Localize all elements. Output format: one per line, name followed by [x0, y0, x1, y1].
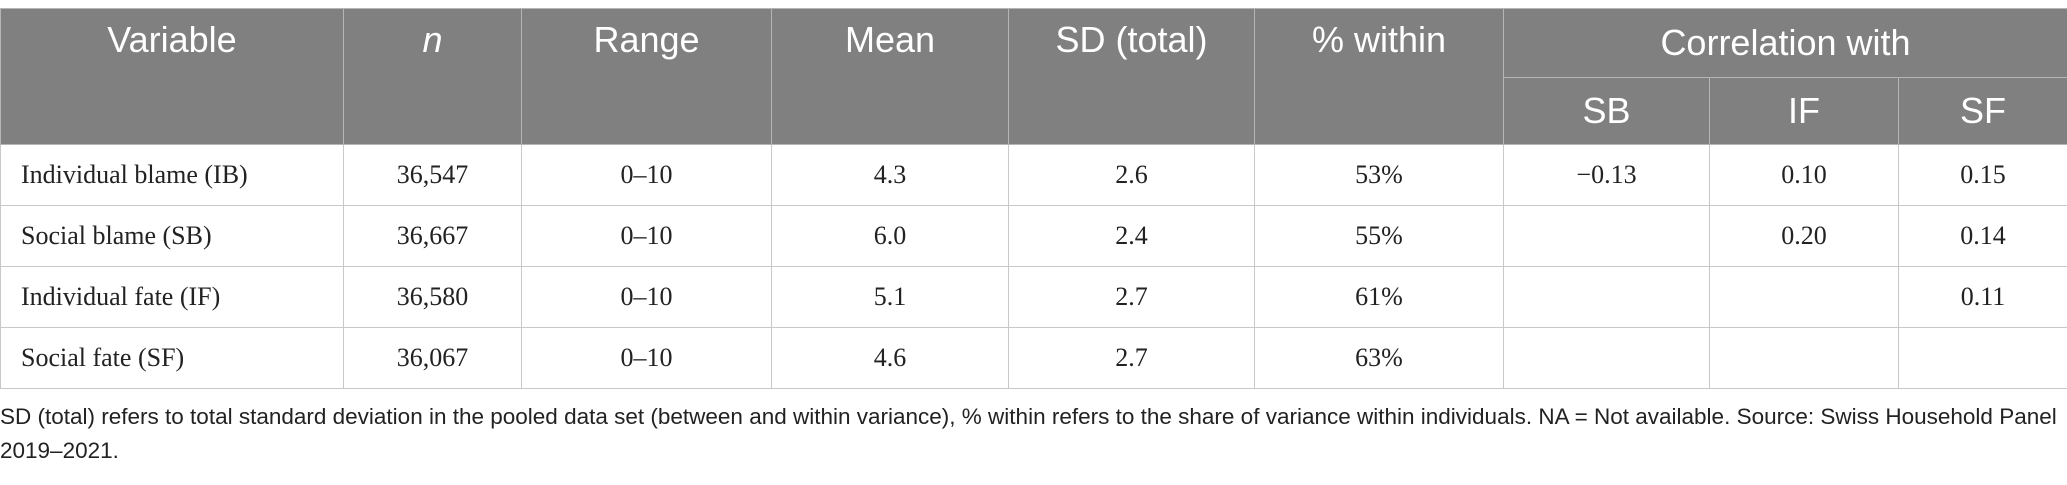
table-row: Social blame (SB) 36,667 0–10 6.0 2.4 55…	[0, 205, 2067, 267]
header-range: Range	[521, 8, 772, 145]
row-within: 53%	[1254, 144, 1504, 206]
row-corr-sf	[1898, 327, 2067, 389]
header-sd: SD (total)	[1008, 8, 1255, 145]
row-corr-if	[1709, 327, 1899, 389]
row-mean: 5.1	[771, 266, 1009, 328]
row-n: 36,667	[343, 205, 522, 267]
header-correlation: Correlation with	[1503, 8, 2067, 78]
row-sd: 2.6	[1008, 144, 1255, 206]
row-sd: 2.4	[1008, 205, 1255, 267]
row-corr-if: 0.10	[1709, 144, 1899, 206]
descriptives-table: Variable n Range Mean SD (total) % withi…	[0, 8, 2067, 389]
row-corr-sb: −0.13	[1503, 144, 1710, 206]
row-corr-if: 0.20	[1709, 205, 1899, 267]
row-mean: 4.6	[771, 327, 1009, 389]
row-within: 63%	[1254, 327, 1504, 389]
row-variable-name: Social blame (SB)	[0, 205, 344, 267]
row-mean: 6.0	[771, 205, 1009, 267]
row-range: 0–10	[521, 327, 772, 389]
table-footnote: SD (total) refers to total standard devi…	[0, 404, 2057, 463]
header-n: n	[343, 8, 522, 145]
row-range: 0–10	[521, 144, 772, 206]
table-row: Individual blame (IB) 36,547 0–10 4.3 2.…	[0, 144, 2067, 206]
row-corr-sb	[1503, 266, 1710, 328]
row-mean: 4.3	[771, 144, 1009, 206]
row-n: 36,067	[343, 327, 522, 389]
row-sd: 2.7	[1008, 266, 1255, 328]
row-corr-sf: 0.15	[1898, 144, 2067, 206]
row-within: 55%	[1254, 205, 1504, 267]
header-if: IF	[1709, 77, 1899, 145]
row-corr-if	[1709, 266, 1899, 328]
row-variable-name: Individual blame (IB)	[0, 144, 344, 206]
row-within: 61%	[1254, 266, 1504, 328]
header-within: % within	[1254, 8, 1504, 145]
table-container: Variable n Range Mean SD (total) % withi…	[0, 8, 2067, 389]
table-row: Social fate (SF) 36,067 0–10 4.6 2.7 63%	[0, 327, 2067, 389]
header-sb: SB	[1503, 77, 1710, 145]
row-variable-name: Social fate (SF)	[0, 327, 344, 389]
row-corr-sf: 0.11	[1898, 266, 2067, 328]
row-n: 36,580	[343, 266, 522, 328]
row-corr-sf: 0.14	[1898, 205, 2067, 267]
table-row: Individual fate (IF) 36,580 0–10 5.1 2.7…	[0, 266, 2067, 328]
row-range: 0–10	[521, 205, 772, 267]
row-sd: 2.7	[1008, 327, 1255, 389]
row-n: 36,547	[343, 144, 522, 206]
row-variable-name: Individual fate (IF)	[0, 266, 344, 328]
row-corr-sb	[1503, 205, 1710, 267]
row-range: 0–10	[521, 266, 772, 328]
header-sf: SF	[1898, 77, 2067, 145]
row-corr-sb	[1503, 327, 1710, 389]
header-variable: Variable	[0, 8, 344, 145]
header-mean: Mean	[771, 8, 1009, 145]
